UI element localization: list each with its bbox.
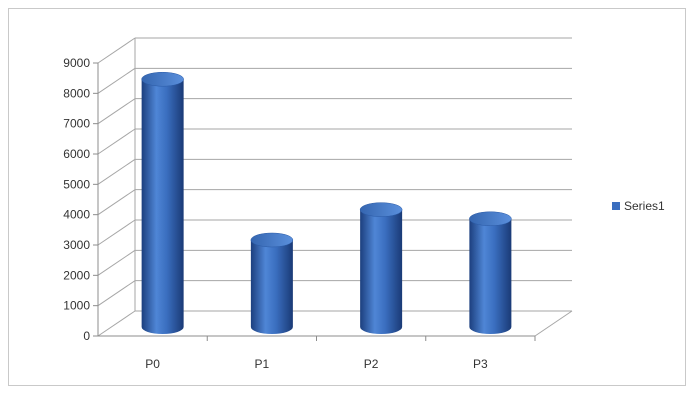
bar xyxy=(141,71,184,334)
x-tick-label: P0 xyxy=(145,357,160,371)
side-gridline xyxy=(97,280,136,307)
side-gridline xyxy=(97,128,136,155)
bar xyxy=(469,211,512,334)
bar-top xyxy=(250,232,294,248)
y-axis-ticks: 0 1000 2000 3000 4000 5000 6000 7000 8000 9000 xyxy=(63,56,98,343)
bar-top xyxy=(141,71,184,87)
side-gridline xyxy=(97,189,136,216)
bar-top xyxy=(359,202,403,217)
bar-body xyxy=(360,209,403,334)
side-gridline xyxy=(97,219,136,246)
side-gridline xyxy=(97,249,136,276)
x-tick-label: P1 xyxy=(255,357,270,371)
side-gridline xyxy=(97,158,136,185)
bar-body xyxy=(141,79,184,334)
bar-body xyxy=(250,240,293,334)
x-axis-ticks: P0 P1 P2 P3 xyxy=(145,336,536,371)
side-gridline xyxy=(97,310,136,337)
side-gridline xyxy=(97,37,136,64)
legend: Series1 xyxy=(612,199,665,213)
bar-body xyxy=(469,218,512,334)
side-gridline xyxy=(97,98,136,125)
y-tick-label: 9000 xyxy=(63,56,90,70)
y-tick-label: 5000 xyxy=(63,177,90,191)
y-tick-label: 8000 xyxy=(63,86,90,100)
legend-swatch xyxy=(612,202,620,210)
y-tick-label: 0 xyxy=(83,329,90,343)
y-tick-label: 7000 xyxy=(63,117,90,131)
bar xyxy=(250,232,294,334)
bar xyxy=(359,202,403,334)
y-tick-label: 6000 xyxy=(63,147,90,161)
chart-frame xyxy=(8,8,686,386)
y-tick-label: 3000 xyxy=(63,238,90,252)
x-tick-label: P3 xyxy=(473,357,488,371)
bars xyxy=(141,71,512,334)
y-tick-label: 4000 xyxy=(63,208,90,222)
x-tick-label: P2 xyxy=(364,357,379,371)
side-gridline xyxy=(97,67,136,94)
y-tick-label: 1000 xyxy=(63,299,90,313)
y-tick-label: 2000 xyxy=(63,268,90,282)
floor-edge xyxy=(534,310,573,337)
bar-top xyxy=(469,211,512,227)
legend-label: Series1 xyxy=(624,199,665,213)
